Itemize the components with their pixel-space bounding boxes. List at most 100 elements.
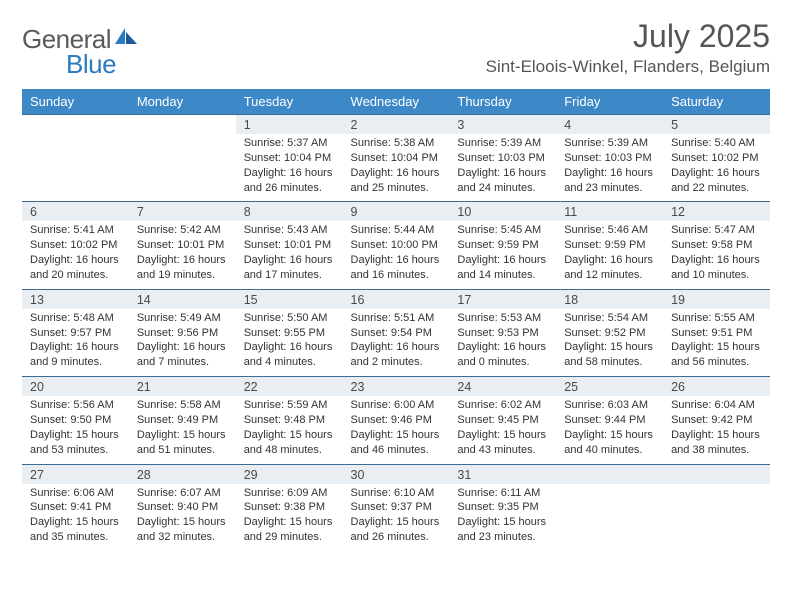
day-number-cell: 12 xyxy=(663,202,770,222)
day-sr: Sunrise: 5:42 AM xyxy=(137,223,228,238)
day-dl1: Daylight: 16 hours xyxy=(564,253,655,268)
day-dl2: and 51 minutes. xyxy=(137,443,228,458)
day-data-cell: Sunrise: 5:40 AMSunset: 10:02 PMDaylight… xyxy=(663,134,770,202)
day-sr: Sunrise: 6:10 AM xyxy=(351,486,442,501)
day-header-thu: Thursday xyxy=(449,89,556,115)
day-data-cell: Sunrise: 5:45 AMSunset: 9:59 PMDaylight:… xyxy=(449,221,556,289)
day-sr: Sunrise: 5:38 AM xyxy=(351,136,442,151)
day-dl2: and 10 minutes. xyxy=(671,268,762,283)
day-dl1: Daylight: 15 hours xyxy=(30,428,121,443)
day-number-cell xyxy=(129,115,236,135)
day-number: 4 xyxy=(564,118,571,132)
month-title: July 2025 xyxy=(486,18,770,55)
day-header-tue: Tuesday xyxy=(236,89,343,115)
day-data-cell: Sunrise: 5:43 AMSunset: 10:01 PMDaylight… xyxy=(236,221,343,289)
day-number-cell: 7 xyxy=(129,202,236,222)
day-number: 21 xyxy=(137,380,151,394)
day-ss: Sunset: 9:42 PM xyxy=(671,413,762,428)
day-number: 22 xyxy=(244,380,258,394)
day-sr: Sunrise: 5:41 AM xyxy=(30,223,121,238)
day-header-row: Sunday Monday Tuesday Wednesday Thursday… xyxy=(22,89,770,115)
day-number: 9 xyxy=(351,205,358,219)
day-dl1: Daylight: 16 hours xyxy=(457,253,548,268)
day-dl2: and 40 minutes. xyxy=(564,443,655,458)
day-data-cell: Sunrise: 5:41 AMSunset: 10:02 PMDaylight… xyxy=(22,221,129,289)
day-number-cell: 16 xyxy=(343,289,450,309)
day-dl2: and 17 minutes. xyxy=(244,268,335,283)
day-dl1: Daylight: 16 hours xyxy=(564,166,655,181)
day-data-cell: Sunrise: 6:11 AMSunset: 9:35 PMDaylight:… xyxy=(449,484,556,551)
day-number-cell: 3 xyxy=(449,115,556,135)
day-sr: Sunrise: 5:44 AM xyxy=(351,223,442,238)
day-data-cell xyxy=(22,134,129,202)
day-dl1: Daylight: 16 hours xyxy=(137,253,228,268)
day-number: 1 xyxy=(244,118,251,132)
day-ss: Sunset: 10:01 PM xyxy=(244,238,335,253)
day-data-cell: Sunrise: 5:48 AMSunset: 9:57 PMDaylight:… xyxy=(22,309,129,377)
day-dl1: Daylight: 15 hours xyxy=(244,515,335,530)
day-dl2: and 0 minutes. xyxy=(457,355,548,370)
day-sr: Sunrise: 5:54 AM xyxy=(564,311,655,326)
day-ss: Sunset: 10:02 PM xyxy=(30,238,121,253)
day-sr: Sunrise: 5:46 AM xyxy=(564,223,655,238)
week-number-row: 2728293031 xyxy=(22,464,770,484)
day-dl2: and 12 minutes. xyxy=(564,268,655,283)
week-data-row: Sunrise: 5:37 AMSunset: 10:04 PMDaylight… xyxy=(22,134,770,202)
day-data-cell: Sunrise: 5:37 AMSunset: 10:04 PMDaylight… xyxy=(236,134,343,202)
day-ss: Sunset: 9:48 PM xyxy=(244,413,335,428)
day-number-cell: 22 xyxy=(236,377,343,397)
day-sr: Sunrise: 5:51 AM xyxy=(351,311,442,326)
day-data-cell: Sunrise: 5:54 AMSunset: 9:52 PMDaylight:… xyxy=(556,309,663,377)
day-dl2: and 26 minutes. xyxy=(351,530,442,545)
day-dl1: Daylight: 15 hours xyxy=(30,515,121,530)
logo: GeneralBlue xyxy=(22,24,137,80)
day-data-cell: Sunrise: 5:49 AMSunset: 9:56 PMDaylight:… xyxy=(129,309,236,377)
day-dl1: Daylight: 15 hours xyxy=(564,340,655,355)
day-number-cell xyxy=(22,115,129,135)
day-number: 3 xyxy=(457,118,464,132)
day-data-cell: Sunrise: 5:44 AMSunset: 10:00 PMDaylight… xyxy=(343,221,450,289)
day-header-sun: Sunday xyxy=(22,89,129,115)
day-number-cell: 18 xyxy=(556,289,663,309)
day-dl2: and 23 minutes. xyxy=(457,530,548,545)
day-sr: Sunrise: 5:59 AM xyxy=(244,398,335,413)
day-dl1: Daylight: 16 hours xyxy=(30,253,121,268)
day-dl2: and 20 minutes. xyxy=(30,268,121,283)
day-ss: Sunset: 9:45 PM xyxy=(457,413,548,428)
day-dl2: and 26 minutes. xyxy=(244,181,335,196)
day-dl2: and 58 minutes. xyxy=(564,355,655,370)
day-ss: Sunset: 9:52 PM xyxy=(564,326,655,341)
day-ss: Sunset: 10:00 PM xyxy=(351,238,442,253)
day-data-cell: Sunrise: 6:07 AMSunset: 9:40 PMDaylight:… xyxy=(129,484,236,551)
day-sr: Sunrise: 5:56 AM xyxy=(30,398,121,413)
day-data-cell xyxy=(129,134,236,202)
day-number-cell: 26 xyxy=(663,377,770,397)
day-ss: Sunset: 9:41 PM xyxy=(30,500,121,515)
day-ss: Sunset: 10:03 PM xyxy=(564,151,655,166)
logo-triangle-icon xyxy=(113,26,137,55)
day-ss: Sunset: 9:57 PM xyxy=(30,326,121,341)
day-data-cell: Sunrise: 5:39 AMSunset: 10:03 PMDaylight… xyxy=(556,134,663,202)
day-number-cell: 20 xyxy=(22,377,129,397)
day-sr: Sunrise: 6:00 AM xyxy=(351,398,442,413)
day-number: 18 xyxy=(564,293,578,307)
day-data-cell: Sunrise: 6:06 AMSunset: 9:41 PMDaylight:… xyxy=(22,484,129,551)
day-number: 13 xyxy=(30,293,44,307)
day-number-cell: 15 xyxy=(236,289,343,309)
day-data-cell: Sunrise: 6:10 AMSunset: 9:37 PMDaylight:… xyxy=(343,484,450,551)
day-number-cell: 28 xyxy=(129,464,236,484)
day-number-cell xyxy=(663,464,770,484)
day-dl1: Daylight: 15 hours xyxy=(137,515,228,530)
day-dl1: Daylight: 16 hours xyxy=(137,340,228,355)
day-dl1: Daylight: 15 hours xyxy=(457,428,548,443)
day-dl2: and 23 minutes. xyxy=(564,181,655,196)
day-dl1: Daylight: 16 hours xyxy=(351,166,442,181)
day-dl1: Daylight: 16 hours xyxy=(671,166,762,181)
day-dl1: Daylight: 15 hours xyxy=(244,428,335,443)
day-number-cell: 23 xyxy=(343,377,450,397)
calendar-table: Sunday Monday Tuesday Wednesday Thursday… xyxy=(22,89,770,551)
day-data-cell xyxy=(663,484,770,551)
day-number: 31 xyxy=(457,468,471,482)
header: GeneralBlue July 2025 Sint-Eloois-Winkel… xyxy=(22,18,770,81)
day-number-cell xyxy=(556,464,663,484)
